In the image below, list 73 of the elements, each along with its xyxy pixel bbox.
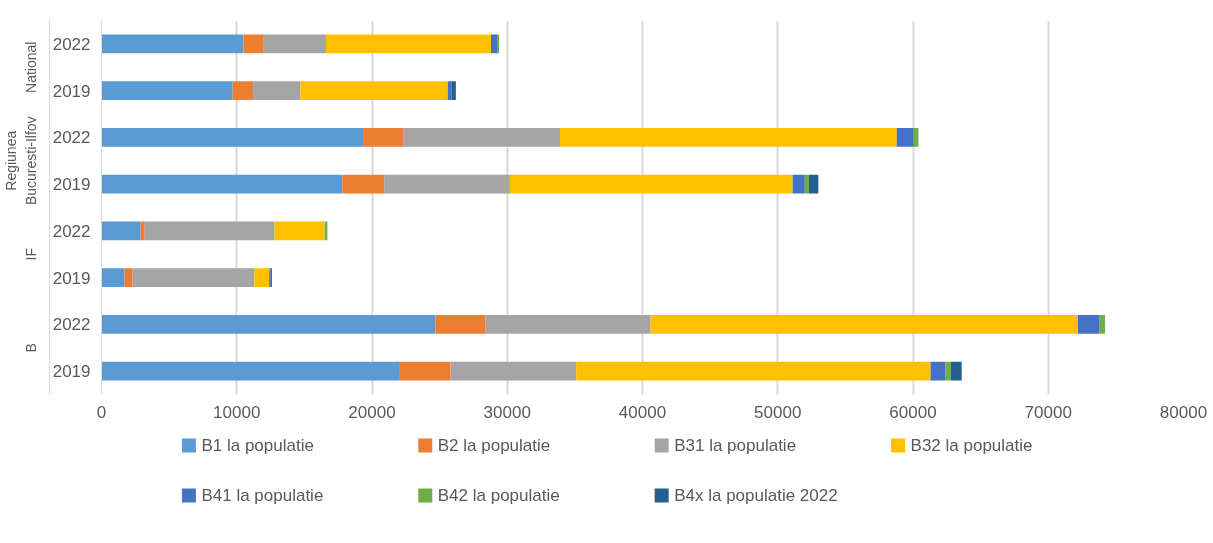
- bar: [274, 221, 325, 241]
- bar: [896, 128, 913, 147]
- y-tick-label: 2022: [52, 128, 91, 148]
- bar: [1078, 315, 1100, 334]
- bar: [509, 174, 793, 194]
- y-tick-label: 2019: [52, 81, 91, 101]
- y-tick-label: 2022: [52, 34, 91, 54]
- bar: [101, 361, 400, 381]
- bar: [232, 81, 253, 100]
- bar: [804, 174, 809, 194]
- bar: [101, 128, 364, 147]
- bar: [930, 361, 946, 381]
- bar: [1099, 315, 1106, 334]
- legend-label: B42 la populatie: [437, 486, 560, 505]
- bar: [913, 128, 919, 147]
- bar: [399, 361, 451, 381]
- bar: [576, 361, 931, 381]
- bar: [451, 81, 456, 100]
- x-tick-label: 80000: [1159, 402, 1208, 422]
- bar: [132, 268, 255, 287]
- y-tick-label: 2022: [52, 315, 91, 335]
- bar: [101, 174, 343, 194]
- bar: [252, 81, 301, 100]
- bar: [945, 361, 951, 381]
- bar: [243, 34, 264, 54]
- x-tick-label: 0: [96, 402, 107, 422]
- bar: [263, 34, 327, 54]
- y-tick-label: 2019: [52, 268, 91, 288]
- bar: [101, 315, 436, 334]
- x-tick-label: 20000: [348, 402, 396, 422]
- x-tick-label: 40000: [618, 402, 667, 422]
- y-tick-label: 2022: [52, 221, 91, 241]
- legend-label: B32 la populatie: [910, 436, 1033, 455]
- bar: [435, 315, 486, 334]
- bar: [792, 174, 805, 194]
- bar: [101, 81, 233, 100]
- bar: [485, 315, 651, 334]
- x-tick-label: 10000: [213, 402, 261, 422]
- legend-label: B4x la populatie 2022: [674, 486, 838, 505]
- bar: [491, 34, 498, 54]
- text: Regiunea Bucuresti-Ilfov: [3, 116, 39, 206]
- y-tick-label: 2019: [52, 175, 91, 195]
- bar: [254, 268, 270, 287]
- bar: [101, 268, 125, 287]
- legend-label: B41 la populatie: [201, 486, 324, 505]
- bar: [342, 174, 385, 194]
- x-tick-label: 60000: [889, 402, 937, 422]
- bar: [450, 361, 577, 381]
- bar: [326, 34, 492, 54]
- x-tick-label: 70000: [1024, 402, 1072, 422]
- legend-label: B1 la populatie: [201, 436, 314, 455]
- bar: [560, 128, 897, 147]
- bar: [124, 268, 133, 287]
- text: IF: [22, 248, 39, 261]
- bar: [140, 221, 145, 241]
- bar: [300, 81, 448, 100]
- bar: [403, 128, 560, 147]
- text: B: [22, 343, 39, 353]
- bar: [447, 81, 452, 100]
- bar: [384, 174, 510, 194]
- bar: [101, 34, 244, 54]
- bar: [650, 315, 1079, 334]
- bar: [950, 361, 962, 381]
- x-tick-label: 50000: [754, 402, 802, 422]
- y-tick-label: 2019: [52, 362, 91, 382]
- text: National: [22, 41, 39, 93]
- bar: [808, 174, 819, 194]
- x-tick-label: 30000: [483, 402, 531, 422]
- bar: [101, 221, 141, 241]
- bar: [363, 128, 404, 147]
- legend-label: B31 la populatie: [674, 436, 797, 455]
- bar: [144, 221, 275, 241]
- legend-label: B2 la populatie: [437, 436, 551, 455]
